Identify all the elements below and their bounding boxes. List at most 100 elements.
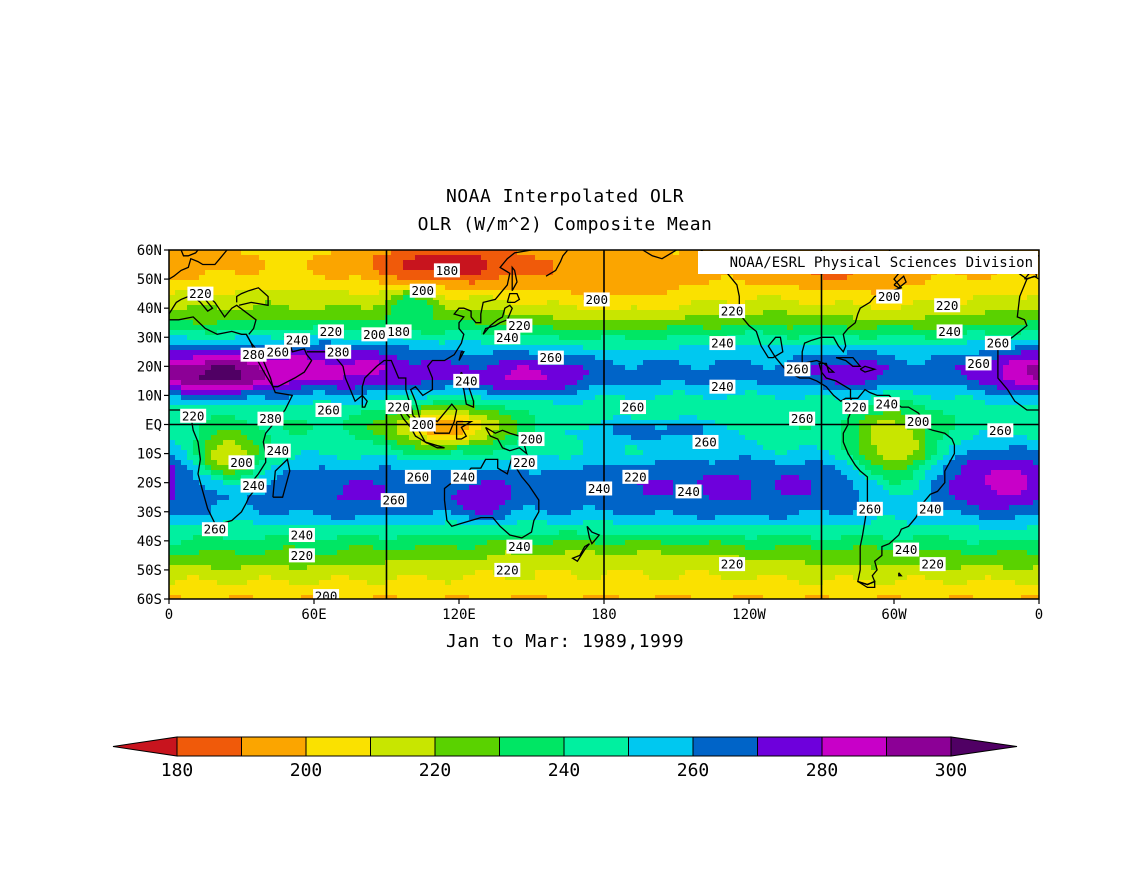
contour-label: 240 (494, 330, 521, 345)
contour-label: 200 (409, 283, 436, 298)
contour-label: 280 (257, 411, 284, 426)
contour-label: 260 (856, 501, 883, 516)
coastline (424, 441, 445, 449)
colorbar-label: 300 (935, 760, 968, 781)
lon-tick-label: 0 (165, 607, 173, 623)
coastline (586, 525, 601, 545)
contour-label: 240 (240, 478, 267, 493)
coastline (571, 543, 591, 563)
coastline (361, 394, 368, 408)
colorbar-swatch (628, 736, 694, 757)
coastline (485, 426, 528, 456)
lon-tick-label: 180 (591, 607, 616, 623)
contour-label: 280 (325, 344, 352, 359)
contour-label: 200 (313, 589, 340, 599)
colorbar-label: 200 (290, 760, 323, 781)
coastline (306, 250, 532, 424)
contour-label: 240 (917, 501, 944, 516)
coastline (511, 265, 518, 292)
contour-label: 220 (317, 324, 344, 339)
contour-label: 240 (586, 481, 613, 496)
contour-label: 260 (380, 493, 407, 508)
contour-label: 260 (201, 522, 228, 537)
contour-label: 260 (315, 402, 342, 417)
colorbar-swatch (176, 736, 242, 757)
contour-label: 220 (506, 318, 533, 333)
colorbar-label: 220 (419, 760, 452, 781)
coastline (893, 275, 907, 289)
coastline (482, 304, 513, 335)
credit-box: NOAA/ESRL Physical Sciences Division (698, 251, 1038, 274)
colorbar-swatch (563, 736, 629, 757)
coastline (842, 388, 956, 586)
chart-subtitle: OLR (W/m^2) Composite Mean (417, 214, 713, 235)
lat-tick-label: 50S (137, 563, 162, 579)
contour-label: 240 (873, 397, 900, 412)
coastline (458, 351, 465, 361)
contour-label: 240 (453, 373, 480, 388)
chart-period-label: Jan to Mar: 1989,1999 (445, 631, 685, 652)
contour-label: 200 (361, 327, 388, 342)
grid-lines (169, 250, 1039, 599)
lat-tick-label: EQ (145, 418, 162, 434)
colorbar: 180 200 220 240 260 280 300 (112, 736, 1018, 781)
lat-tick-label: 60N (137, 243, 162, 259)
lat-tick-label: 60S (137, 592, 162, 608)
contour-label: 220 (622, 469, 649, 484)
contour-label: 200 (409, 417, 436, 432)
contour-label: 220 (511, 455, 538, 470)
colorbar-swatch (757, 736, 823, 757)
contour-label: 220 (919, 557, 946, 572)
contour-label: 200 (583, 292, 610, 307)
contour-label: 260 (784, 362, 811, 377)
colorbar-swatch (241, 736, 307, 757)
lat-tick-label: 50N (137, 272, 162, 288)
lat-tick-label: 30N (137, 330, 162, 346)
contour-label: 240 (450, 469, 477, 484)
coastline (857, 580, 876, 589)
contour-label: 220 (934, 298, 961, 313)
colorbar-low-arrow (112, 736, 178, 757)
contour-label: 260 (264, 344, 291, 359)
colorbar-swatch (370, 736, 436, 757)
chart-title: NOAA Interpolated OLR (445, 186, 685, 207)
contour-label: 220 (719, 304, 746, 319)
contour-label: 220 (719, 557, 746, 572)
contour-label: 200 (905, 414, 932, 429)
contour-label: 220 (385, 400, 412, 415)
coastline (506, 292, 521, 304)
contour-label: 260 (692, 434, 719, 449)
contour-label: 180 (433, 263, 460, 278)
lon-tick-label: 60E (301, 607, 326, 623)
coastline (398, 409, 427, 444)
credit-text: NOAA/ESRL Physical Sciences Division (730, 255, 1033, 271)
lon-tick-label: 120E (442, 607, 476, 623)
lat-tick-label: 40N (137, 301, 162, 317)
coastline (272, 458, 291, 498)
lon-tick-label: 120W (732, 607, 766, 623)
contour-label: 200 (228, 455, 255, 470)
coastline (700, 250, 905, 402)
colorbar-swatch (821, 736, 887, 757)
contour-label: 220 (842, 400, 869, 415)
contour-label: 240 (675, 484, 702, 499)
contour-label: 200 (518, 432, 545, 447)
contour-label: 220 (187, 286, 214, 301)
contour-label: 220 (288, 548, 315, 563)
coastline (835, 356, 862, 367)
contour-label: 260 (987, 423, 1014, 438)
lat-tick-label: 30S (137, 505, 162, 521)
contour-label: 260 (404, 469, 431, 484)
colorbar-label: 280 (806, 760, 839, 781)
lon-tick-label: 60W (881, 607, 907, 623)
coastline (169, 250, 228, 280)
coastline (545, 250, 569, 277)
colorbar-swatch (434, 736, 500, 757)
contour-label: 240 (288, 528, 315, 543)
coastline (236, 287, 269, 307)
contour-label: 260 (965, 356, 992, 371)
contour-label: 260 (620, 400, 646, 415)
colorbar-swatch (305, 736, 371, 757)
